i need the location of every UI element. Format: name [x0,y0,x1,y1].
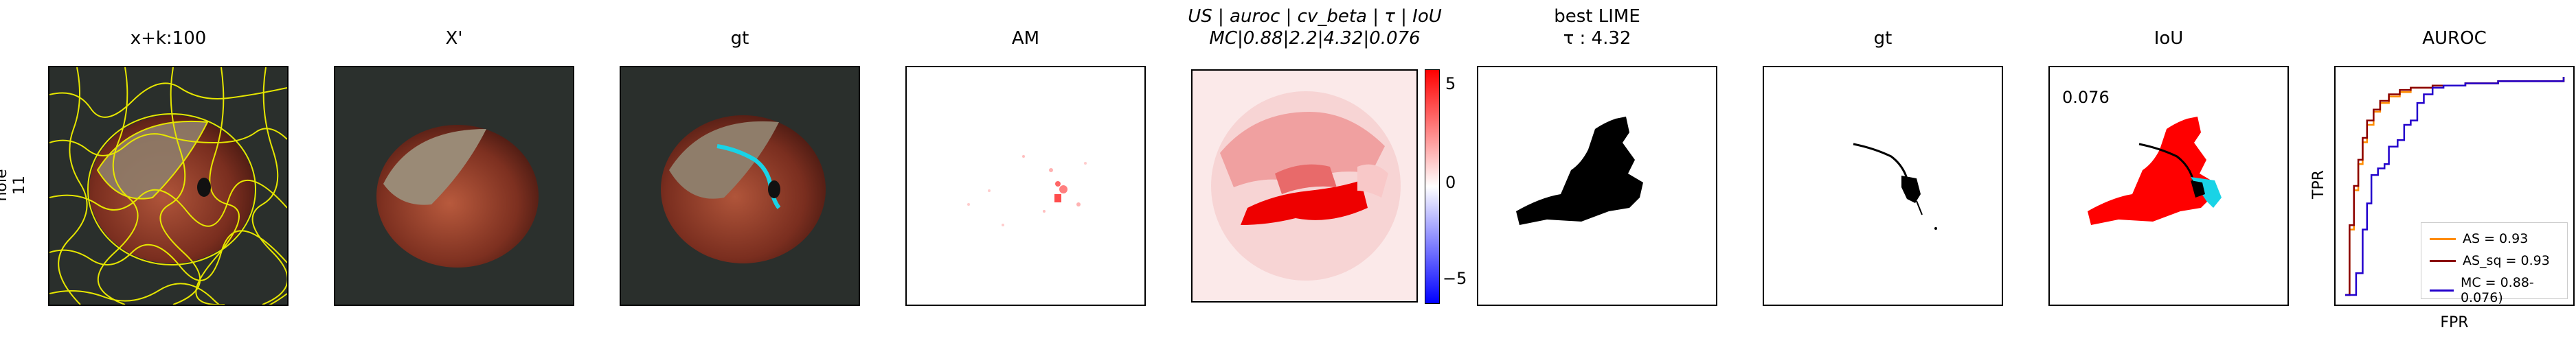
gt-mask-image [1763,66,2003,306]
mc-map-image [1191,69,1418,303]
panel-auroc-chart: AUROC AS = 0.93 AS_sq = 0.93 MC = 0.88-0… [2310,28,2575,331]
panel-best-lime: best LIME τ : 4.32 [1477,6,1717,306]
colorbar-tick: 0 [1445,173,1456,192]
legend-label: AS = 0.93 [2463,231,2529,246]
superpixel-image [48,66,289,306]
iou-image: 0.076 [2048,66,2289,306]
panel-title: gt [1873,28,1893,49]
colorbar-tick: 5 [1445,74,1456,93]
panel-perturbed: X' [334,28,574,306]
iou-annotation: 0.076 [2062,88,2110,107]
panel-anomaly-map: AM [905,28,1146,306]
colorbar-tick: −5 [1443,269,1467,288]
legend-swatch [2430,237,2456,240]
panel-superpixels: x+k:100 [48,28,289,306]
x-axis-label: FPR [2440,314,2469,331]
row-label-line2: 11 [11,176,28,195]
panel-title: X' [445,28,463,49]
auroc-plot-area: AS = 0.93 AS_sq = 0.93 MC = 0.88-0.076) [2334,66,2575,306]
gt-overlay-image [620,66,860,306]
row-label: hole 11 [0,165,29,206]
legend-swatch [2430,289,2454,292]
panel-title: AM [1011,28,1040,49]
legend-label: MC = 0.88-0.076) [2460,275,2534,305]
panel-title: IoU [2154,28,2184,49]
legend-entry-as: AS = 0.93 [2430,231,2528,246]
legend: AS = 0.93 AS_sq = 0.93 MC = 0.88-0.076) [2421,222,2568,305]
panel-title-line2: MC|0.88|2.2|4.32|0.076 [1209,28,1421,49]
colorbar [1425,69,1440,304]
panel-mc-map: US | auroc | cv_beta | τ | IoU MC|0.88|2… [1188,6,1467,306]
panel-title-line1: US | auroc | cv_beta | τ | IoU [1188,6,1442,27]
chart-title: AUROC [2422,28,2487,49]
roc-series-line-2 [2345,77,2565,296]
panel-title: gt [730,28,749,49]
anomaly-map-image [905,66,1146,306]
lime-mask-image [1477,66,1717,306]
panel-title: x+k:100 [130,28,207,49]
legend-swatch [2430,259,2456,262]
legend-entry-as-sq: AS_sq = 0.93 [2430,253,2550,268]
legend-label: AS_sq = 0.93 [2463,253,2550,268]
panel-iou: IoU 0.076 [2048,28,2289,306]
y-axis-label: TPR [2310,170,2327,199]
panel-title-line1: best LIME [1554,6,1640,27]
row-label-line1: hole [0,169,10,202]
panel-title-line2: τ : 4.32 [1563,28,1631,49]
auroc-svg [2345,77,2565,296]
panel-gt-mask: gt [1763,28,2003,306]
panel-ground-truth-overlay: gt [620,28,860,306]
legend-entry-mc: MC = 0.88-0.076) [2430,275,2567,305]
perturbed-image [334,66,574,306]
